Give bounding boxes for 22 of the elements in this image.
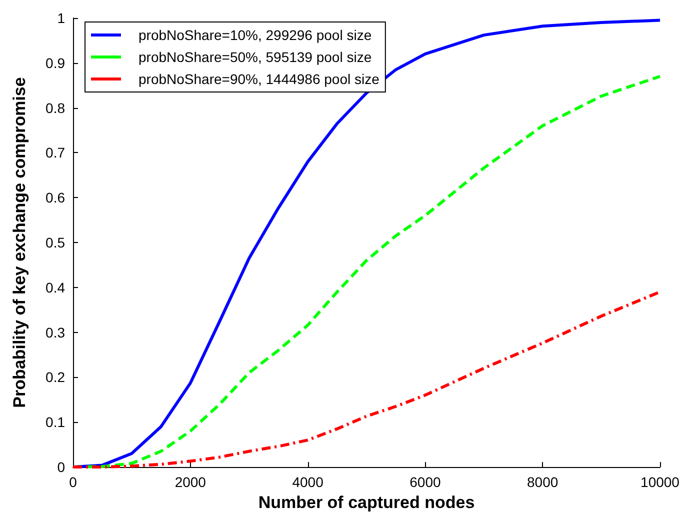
y-tick-label: 0.7 — [46, 144, 66, 161]
y-tick-label: 1 — [57, 10, 66, 26]
x-tick-label: 8000 — [527, 474, 558, 490]
y-tick-label: 0.6 — [46, 190, 66, 206]
x-tick-label: 10000 — [640, 474, 680, 490]
x-tick-label: 0 — [69, 474, 78, 490]
y-tick-label: 0.9 — [46, 54, 66, 71]
legend-label: probNoShare=90%, 1444986 pool size — [138, 71, 380, 87]
y-tick-label: 0.2 — [46, 369, 66, 386]
x-tick-label: 2000 — [174, 474, 206, 490]
y-tick-label: 0.5 — [46, 234, 66, 250]
x-tick-label: 4000 — [292, 474, 324, 490]
legend-label: probNoShare=10%, 299296 pool size — [138, 27, 372, 43]
y-tick-label: 0 — [57, 459, 66, 475]
y-tick-label: 0.4 — [46, 279, 66, 296]
x-tick-label: 6000 — [410, 474, 441, 490]
y-tick-label: 0.8 — [46, 100, 66, 116]
x-axis-title: Number of captured nodes — [258, 492, 475, 512]
y-axis-title: Probability of key exchange compromise — [10, 77, 29, 408]
legend-label: probNoShare=50%, 595139 pool size — [138, 49, 372, 65]
y-tick-label: 0.1 — [46, 414, 66, 430]
y-tick-label: 0.3 — [46, 324, 66, 340]
